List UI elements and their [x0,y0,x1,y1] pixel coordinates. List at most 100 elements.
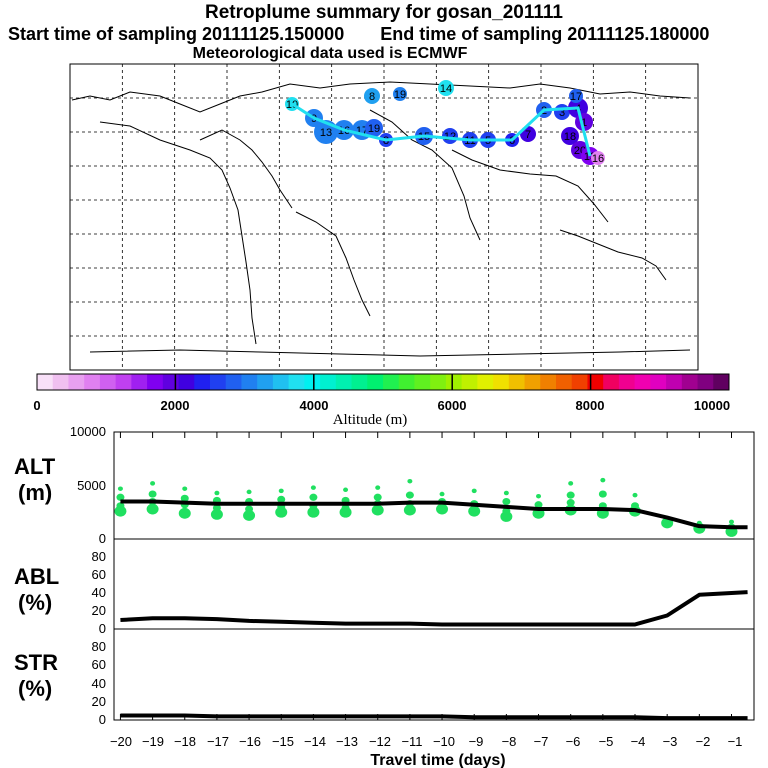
alt-scatter-point [500,511,513,522]
alt-scatter-point [277,495,286,504]
alt-panel-label: ALT [14,454,56,479]
start-time: Start time of sampling 20111125.150000 [8,24,345,44]
xtick-m15: −15 [272,734,294,749]
colorbar-cell [225,374,242,390]
xtick-m5: −5 [599,734,614,749]
colorbar-cell [508,374,526,390]
x-axis-label: Travel time (days) [370,752,505,768]
plume-point-label: 14 [440,83,452,95]
colorbar-cell [493,374,510,390]
alt-scatter-point [598,490,607,498]
alt-scatter-point [439,491,445,497]
colorbar-cell [52,374,69,390]
alt-scatter-point [214,490,220,496]
cbar-label-4000: 4000 [300,398,329,413]
xtick-m4: −4 [631,734,646,749]
xtick-m7: −7 [534,734,549,749]
plume-point [561,127,579,145]
x-tick-marks [119,432,732,720]
alt-scatter-point [146,503,159,515]
alt-scatter-point [343,487,349,493]
xtick-m1: −1 [728,734,743,749]
colorbar-cell [556,374,573,390]
str-panel-frame [113,628,755,721]
alt-line [120,499,748,530]
chart-title: Retroplume summary for gosan_201111 [205,2,563,23]
cbar-label-8000: 8000 [576,398,605,413]
alt-scatter-point [117,486,123,491]
colorbar-cell [320,374,337,390]
end-time: End time of sampling 20111125.180000 [380,24,710,44]
xtick-m10: −10 [433,734,455,749]
alt-scatter-point [536,493,542,499]
colorbar-cell [147,374,164,390]
alt-scatter-point [503,490,509,496]
alt-scatter-point [307,506,320,518]
colorbar-cell [210,374,227,390]
alt-scatter-point [275,506,288,518]
colorbar-cell [241,374,258,390]
plume-point [393,87,407,101]
xtick-m17: −17 [207,734,229,749]
colorbar-cell [383,374,400,390]
alt-scatter-point [600,477,606,483]
xtick-m19: −19 [142,734,164,749]
str-y-ticks: 80 60 40 20 0 [92,639,106,727]
colorbar-cell [178,374,195,390]
plume-point-label: 13 [320,127,332,139]
colorbar-cell [477,374,494,390]
cbar-label-0: 0 [33,398,40,413]
alt-scatter-point [150,481,156,486]
series-lines [120,499,748,721]
alt-tick-10000: 10000 [70,424,106,439]
cbar-label-6000: 6000 [438,398,467,413]
abl-tick-0: 0 [99,621,106,636]
colorbar-cell [650,374,667,390]
colorbar-cell [634,374,651,390]
str-tick-40: 40 [92,676,106,691]
colorbar-cell [99,374,117,390]
alt-scatter-point [566,499,575,507]
colorbar-cell [115,374,132,390]
xtick-m14: −14 [304,734,326,749]
xtick-m13: −13 [336,734,358,749]
str-tick-60: 60 [92,657,106,672]
alt-scatter-point [114,505,127,517]
colorbar-cell [84,374,101,390]
plume-point [364,88,380,104]
colorbar-tick-labels: 0 2000 4000 6000 8000 10000 [33,398,730,413]
alt-scatter-points [114,477,738,537]
alt-scatter-point [471,488,477,494]
abl-tick-60: 60 [92,567,106,582]
alt-scatter-point [371,504,384,516]
panel-frames [113,431,755,721]
colorbar-cell [445,374,463,390]
alt-scatter-point [182,486,188,491]
alt-scatter-point [405,491,414,499]
alt-scatter-point [310,485,316,490]
colorbar-cell [194,374,211,390]
plume-point-label: 18 [564,131,576,143]
map-gridlines [70,64,698,370]
colorbar-cell [131,374,148,390]
cbar-label-2000: 2000 [161,398,190,413]
alt-scatter-point [375,485,381,490]
alt-tick-0: 0 [99,531,106,546]
colorbar-dividers [174,374,592,390]
abl-panel-frame [113,538,755,630]
x-tick-labels: −20 −19 −18 −17 −16 −15 −14 −13 −12 −11 … [110,734,742,749]
colorbar-cell [524,374,541,390]
xtick-m12: −12 [369,734,391,749]
xtick-m2: −2 [696,734,711,749]
sampling-times: Start time of sampling 20111125.150000 En… [8,24,768,45]
alt-scatter-point [407,478,413,484]
colorbar-cell [430,374,447,390]
colorbar-cell [618,374,636,390]
colorbar-cell [587,374,604,390]
colorbar-cell [351,374,368,390]
alt-scatter-point [373,493,382,501]
abl-tick-40: 40 [92,585,106,600]
colorbar-cell [681,374,699,390]
colorbar-cell [666,374,683,390]
